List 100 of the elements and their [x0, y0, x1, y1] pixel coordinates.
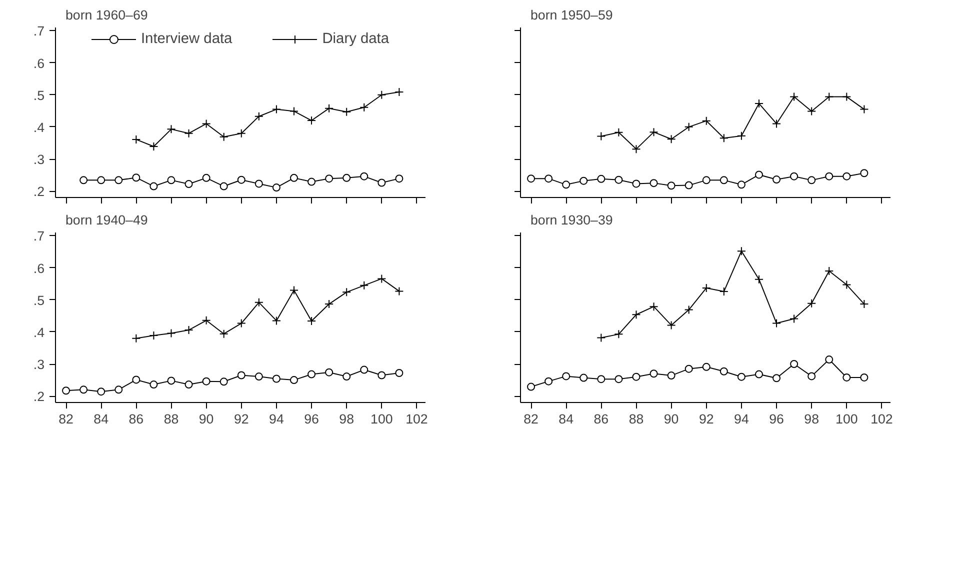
point: [684, 364, 693, 373]
point: [754, 99, 764, 108]
point: [202, 119, 211, 128]
point: [236, 318, 246, 328]
x-tick-label: 82: [524, 412, 538, 426]
x-tick-label: 94: [734, 412, 750, 426]
point: [580, 176, 588, 185]
point: [649, 128, 658, 137]
x-tick-label: 96: [769, 412, 784, 426]
point: [342, 372, 351, 381]
point: [62, 386, 70, 395]
point: [342, 107, 352, 116]
point: [325, 368, 334, 376]
point: [254, 180, 263, 188]
point: [289, 286, 298, 295]
x-tick-label: 100: [836, 412, 858, 426]
point: [290, 174, 298, 182]
point: [772, 318, 782, 328]
point: [684, 181, 693, 190]
point: [394, 87, 404, 96]
point: [378, 178, 386, 187]
point: [290, 376, 298, 384]
chart-title: born 1940–49: [66, 212, 148, 228]
point: [720, 367, 728, 376]
y-tick-label: .4: [33, 120, 46, 135]
y-tick-label: .2: [33, 184, 45, 200]
point: [614, 128, 624, 137]
point: [184, 326, 194, 335]
x-tick-label: 88: [628, 412, 644, 426]
point: [667, 372, 676, 380]
point: [360, 172, 368, 180]
point: [772, 374, 781, 382]
point: [825, 172, 834, 180]
point: [807, 106, 816, 116]
point: [395, 368, 404, 377]
point: [272, 104, 281, 114]
point: [790, 314, 799, 324]
point: [614, 330, 624, 339]
point: [666, 134, 676, 144]
point: [580, 374, 588, 382]
point: [378, 371, 386, 380]
point: [842, 280, 852, 290]
x-tick-label: 86: [594, 412, 609, 426]
point: [132, 174, 140, 182]
point: [184, 180, 193, 188]
point: [220, 378, 228, 386]
point: [702, 176, 710, 184]
point: [649, 302, 658, 312]
point: [184, 380, 193, 389]
y-tick-label: .7: [33, 24, 45, 39]
chart-title: born 1930–39: [530, 212, 613, 228]
point: [132, 134, 141, 144]
point: [808, 372, 816, 380]
point: [702, 116, 711, 126]
point: [220, 182, 228, 190]
point: [132, 334, 141, 343]
point: [80, 386, 88, 394]
point: [149, 142, 158, 151]
y-tick-label: .6: [33, 56, 45, 71]
x-tick-label: 92: [698, 412, 714, 426]
legend-label: Interview data: [140, 31, 232, 47]
x-tick-label: 90: [198, 412, 214, 426]
point: [254, 112, 264, 121]
point: [97, 176, 106, 184]
point: [596, 132, 606, 141]
point: [842, 172, 851, 180]
point: [772, 176, 781, 184]
point: [289, 106, 298, 116]
x-tick-label: 100: [370, 412, 393, 426]
x-tick-label: 102: [406, 412, 428, 426]
y-tick-label: .3: [33, 357, 45, 372]
point: [360, 102, 369, 112]
point: [184, 128, 194, 138]
point: [527, 174, 536, 183]
point: [360, 280, 369, 290]
point: [597, 375, 606, 384]
x-tick-label: 82: [58, 412, 74, 426]
point: [614, 176, 623, 184]
x-tick-label: 94: [269, 412, 284, 426]
point: [597, 174, 606, 183]
point: [719, 134, 728, 143]
point: [860, 169, 868, 178]
point: [114, 176, 123, 184]
point: [166, 328, 176, 338]
point: [342, 288, 352, 297]
y-tick-label: .7: [33, 228, 45, 244]
point: [272, 374, 280, 383]
point: [632, 310, 641, 320]
point: [150, 380, 158, 389]
point: [166, 124, 176, 134]
point: [790, 360, 798, 368]
point: [219, 132, 228, 142]
x-tick-label: 90: [664, 412, 679, 426]
point: [650, 179, 658, 188]
point: [667, 182, 676, 190]
point: [736, 131, 746, 140]
point: [342, 174, 351, 182]
point: [97, 388, 106, 396]
point: [377, 90, 386, 100]
point: [860, 300, 869, 309]
